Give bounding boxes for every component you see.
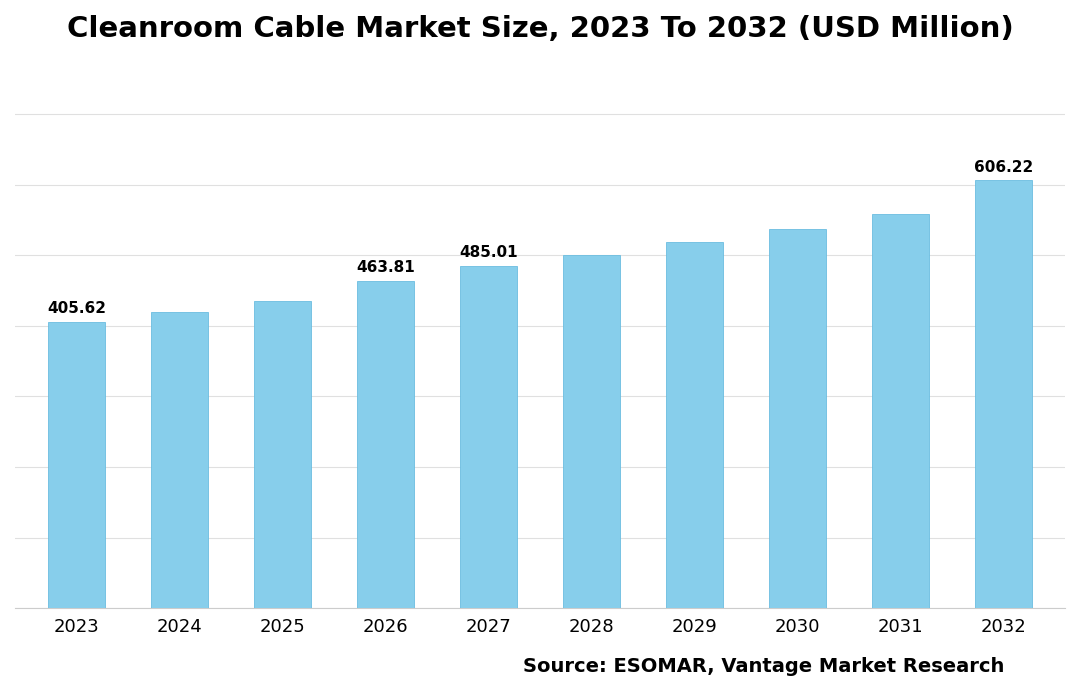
Text: 485.01: 485.01 bbox=[459, 245, 517, 260]
Bar bbox=[357, 281, 414, 608]
Bar bbox=[666, 241, 723, 608]
Title: Cleanroom Cable Market Size, 2023 To 2032 (USD Million): Cleanroom Cable Market Size, 2023 To 203… bbox=[67, 15, 1013, 43]
Text: 606.22: 606.22 bbox=[973, 160, 1032, 174]
Bar bbox=[254, 302, 311, 608]
Text: 463.81: 463.81 bbox=[356, 260, 415, 275]
Bar bbox=[563, 256, 620, 608]
Text: Source: ESOMAR, Vantage Market Research: Source: ESOMAR, Vantage Market Research bbox=[523, 657, 1004, 675]
Bar bbox=[872, 214, 929, 608]
Bar bbox=[49, 322, 105, 608]
Bar bbox=[151, 312, 208, 608]
Bar bbox=[975, 180, 1031, 608]
Bar bbox=[769, 229, 826, 608]
Text: 405.62: 405.62 bbox=[48, 301, 106, 316]
Bar bbox=[460, 266, 517, 608]
